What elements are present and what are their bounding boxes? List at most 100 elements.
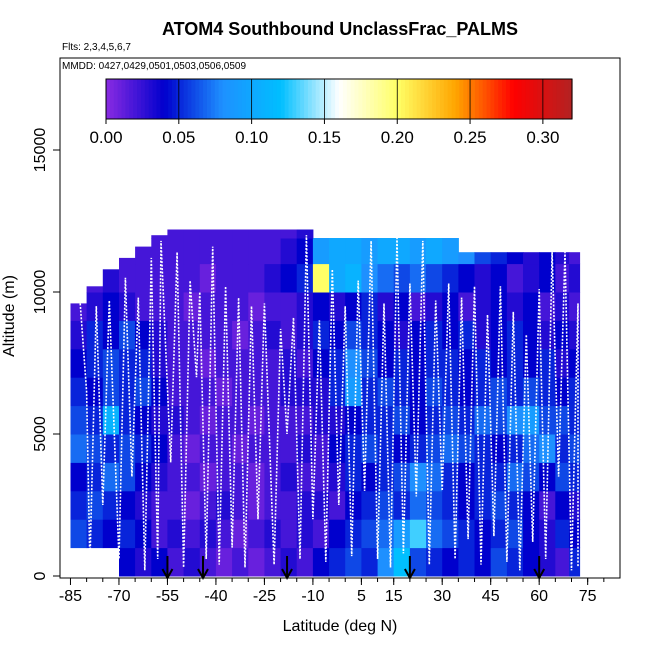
colorbar-swatch	[222, 79, 227, 119]
colorbar-tick-label: 0.10	[235, 128, 268, 147]
colorbar-swatch	[152, 79, 158, 119]
heatmap-cell	[296, 405, 314, 435]
heatmap-cell	[70, 405, 88, 435]
colorbar-swatch	[276, 79, 282, 119]
colorbar-swatch	[109, 79, 115, 119]
heatmap-cell	[183, 263, 201, 293]
colorbar-swatch	[471, 79, 476, 119]
heatmap-cell	[426, 263, 443, 293]
heatmap-cell	[183, 238, 201, 265]
colorbar-swatch	[467, 79, 472, 119]
heatmap-cell	[135, 348, 152, 378]
chart-title: ATOM4 Southbound UnclassFrac_PALMS	[161, 19, 519, 39]
heatmap-cell	[135, 434, 152, 463]
colorbar-swatch	[156, 79, 161, 119]
x-tick-label: -85	[59, 588, 82, 605]
heatmap-cell	[426, 462, 443, 492]
heatmap-cell	[458, 547, 476, 577]
heatmap-cell	[296, 519, 314, 549]
heatmap-cell	[215, 263, 233, 293]
colorbar-swatch	[179, 79, 185, 119]
colorbar-tick-label: 0.20	[381, 128, 414, 147]
x-tick-label: 75	[579, 588, 597, 605]
heatmap-cell	[490, 434, 508, 463]
colorbar-swatch	[564, 79, 569, 119]
heatmap-cell	[490, 292, 508, 321]
colorbar-swatch	[342, 79, 348, 119]
heatmap-cell	[329, 490, 346, 520]
colorbar-swatch	[556, 79, 561, 119]
heatmap-cell	[409, 320, 427, 350]
heatmap-cell	[232, 229, 249, 239]
heatmap-cell	[426, 405, 443, 435]
heatmap-cell	[393, 547, 411, 577]
colorbar-swatch	[474, 79, 480, 119]
colorbar-swatch	[428, 79, 433, 119]
colorbar-swatch	[226, 79, 231, 119]
heatmap-cell	[506, 320, 524, 350]
heatmap-cell	[215, 348, 233, 378]
colorbar-swatch	[210, 79, 216, 119]
colorbar-swatch	[373, 79, 379, 119]
heatmap-cell	[523, 252, 540, 265]
colorbar-swatch	[537, 79, 542, 119]
colorbar-swatch	[486, 79, 492, 119]
heatmap-cell	[183, 462, 201, 492]
heatmap-cell	[135, 547, 152, 577]
heatmap-cell	[426, 490, 443, 520]
heatmap-cell	[506, 434, 524, 463]
colorbar-swatch	[505, 79, 511, 119]
colorbar-swatch	[311, 79, 317, 119]
colorbar-swatch	[439, 79, 445, 119]
heatmap-cell	[555, 462, 570, 492]
heatmap-cell	[296, 292, 314, 321]
heatmap-cell	[167, 238, 185, 265]
colorbar-swatch	[117, 79, 123, 119]
heatmap-cell	[70, 320, 88, 350]
heatmap-cell	[377, 434, 395, 463]
colorbar-swatch	[463, 79, 468, 119]
heatmap-cell	[409, 238, 427, 265]
heatmap-cell	[393, 519, 411, 549]
x-tick-label: -55	[156, 588, 179, 605]
heatmap-cell	[119, 405, 136, 435]
heatmap-cell	[183, 547, 201, 577]
heatmap-cell	[70, 377, 88, 407]
colorbar-swatch	[478, 79, 484, 119]
heatmap-cell	[119, 547, 136, 577]
colorbar-swatch	[447, 79, 453, 119]
arrow-head	[197, 568, 209, 581]
heatmap-cell	[248, 547, 265, 577]
heatmap-cell	[393, 348, 411, 378]
heatmap-cell	[102, 490, 120, 520]
heatmap-cell	[458, 519, 476, 549]
heatmap-cell	[232, 547, 249, 577]
arrow-marker	[197, 556, 209, 581]
heatmap-cell	[232, 405, 249, 435]
heatmap-cell	[506, 519, 524, 549]
heatmap-cell	[86, 286, 104, 293]
heatmap-cell	[296, 229, 314, 239]
heatmap-cell	[312, 490, 330, 520]
heatmap-cell	[409, 292, 427, 321]
heatmap-cell	[119, 257, 136, 265]
colorbar-swatch	[346, 79, 352, 119]
colorbar-swatch	[195, 79, 200, 119]
colorbar-swatch	[385, 79, 391, 119]
x-tick-label: -25	[253, 588, 276, 605]
colorbar-swatch	[296, 79, 301, 119]
colorbar-swatch	[187, 79, 193, 119]
heatmap-cell	[506, 490, 524, 520]
heatmap-cell	[248, 238, 265, 265]
heatmap-cell	[555, 348, 570, 378]
heatmap-cell	[312, 238, 330, 265]
heatmap-cell	[232, 377, 249, 407]
colorbar-swatch	[509, 79, 515, 119]
heatmap-cell	[86, 519, 104, 549]
colorbar-swatch	[284, 79, 290, 119]
heatmap-cell	[119, 292, 136, 321]
colorbar-swatch	[288, 79, 293, 119]
heatmap-cell	[377, 462, 395, 492]
heatmap-cell	[329, 348, 346, 378]
colorbar-swatch	[137, 79, 142, 119]
